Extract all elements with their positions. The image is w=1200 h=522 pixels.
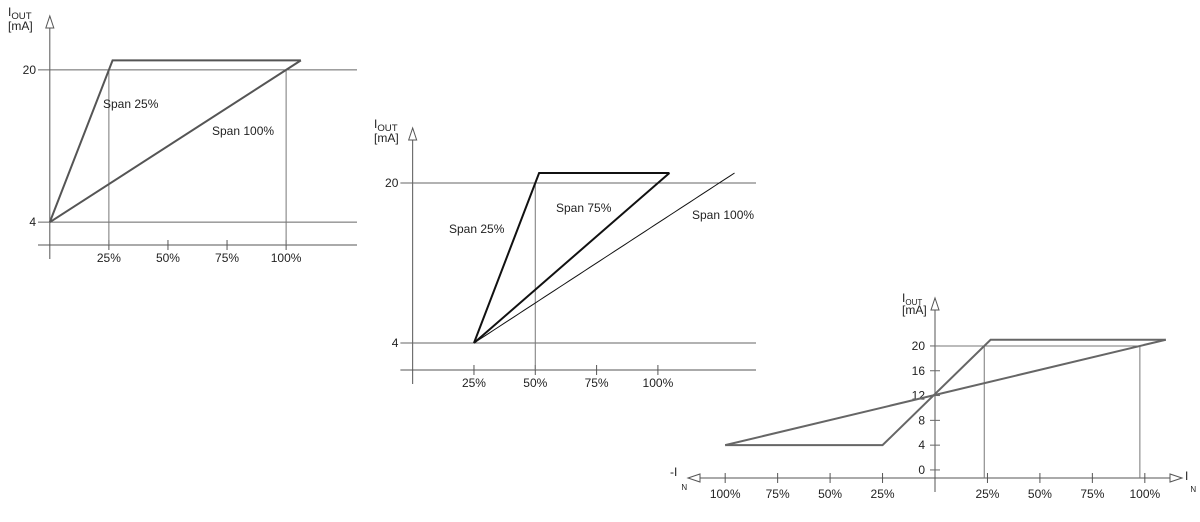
line-chart: IOUT[mA] 4 20 25% 50% 75% 100% Span 25% Span 75%… [374, 117, 756, 390]
series-line [724, 338, 1167, 447]
x-tick-label: 50% [818, 487, 842, 501]
series-label: Span 25% [103, 97, 159, 111]
y-axis-label-sub: OUT [377, 123, 397, 134]
y-axis-label-main: I [8, 5, 11, 19]
series-line [48, 59, 301, 223]
x-tick-label: 75% [1080, 487, 1104, 501]
y-tick-label: 8 [918, 413, 925, 427]
series-line [49, 59, 302, 223]
series-line [473, 172, 671, 344]
y-axis-label: IOUT [902, 291, 922, 307]
y-axis-unit: [mA] [902, 303, 927, 317]
x-axis-label-main: I [1185, 469, 1188, 483]
x-tick-label: 100% [643, 376, 674, 390]
y-axis-label-main: I [374, 117, 377, 131]
x-tick-label: 25% [462, 376, 486, 390]
series-label: Span 25% [449, 222, 505, 236]
x-tick-label: 50% [1028, 487, 1052, 501]
x-tick-label: 25% [871, 487, 895, 501]
y-axis-arrow [45, 14, 55, 29]
y-tick-label: 20 [23, 63, 37, 77]
series-line [473, 172, 735, 344]
series-label: Span 100% [212, 124, 274, 138]
y-axis-unit: [mA] [8, 19, 33, 33]
series-line [473, 172, 670, 344]
x-axis-label: IN [1185, 469, 1196, 494]
series-label: Span 75% [556, 201, 612, 215]
x-axis-label-neg-main: -I [670, 465, 677, 479]
x-tick-label: 75% [766, 487, 790, 501]
x-axis-label-sub: N [1190, 485, 1196, 494]
x-axis-arrow [1169, 473, 1184, 483]
x-axis-label-neg-sub: N [681, 483, 687, 492]
y-tick-label: 20 [385, 176, 399, 190]
x-tick-label: 100% [271, 251, 302, 265]
y-tick-label: 16 [912, 364, 926, 378]
y-axis-unit: [mA] [374, 131, 399, 145]
x-tick-label: 50% [523, 376, 547, 390]
y-tick-label: 4 [918, 438, 925, 452]
x-tick-label: 75% [585, 376, 609, 390]
x-tick-label: 75% [215, 251, 239, 265]
x-tick-label: 50% [156, 251, 180, 265]
y-axis-label: IOUT [374, 117, 398, 134]
y-tick-label: 4 [29, 215, 36, 229]
x-axis-label-neg: -I N [670, 465, 687, 492]
y-axis-label-sub: OUT [905, 298, 922, 307]
y-axis-label: IOUT [8, 5, 32, 22]
series-label: Span 100% [692, 208, 754, 222]
x-tick-label: 25% [97, 251, 121, 265]
y-axis-arrow [407, 126, 418, 141]
y-axis-arrow [930, 296, 940, 311]
x-tick-label: 100% [1129, 487, 1160, 501]
y-tick-label: 20 [912, 339, 926, 353]
x-tick-label: 25% [975, 487, 999, 501]
y-tick-label: 4 [392, 336, 399, 350]
x-tick-label: 100% [710, 487, 741, 501]
line-chart: IOUT[mA] 4 20 25% 50% 75% 100% Span 25% Span 100… [8, 5, 357, 265]
y-axis-label-main: I [902, 291, 905, 305]
y-tick-label: 0 [918, 463, 925, 477]
series-line [725, 338, 1166, 447]
x-axis-arrow [686, 473, 701, 483]
y-axis-label-sub: OUT [11, 11, 31, 22]
